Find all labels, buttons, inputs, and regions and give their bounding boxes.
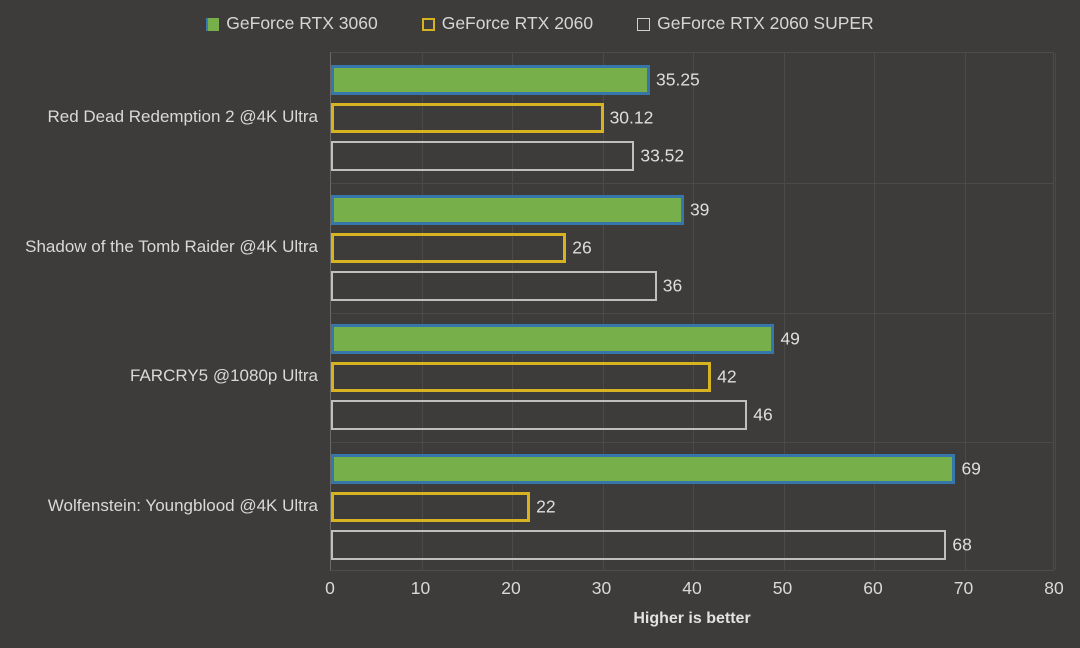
- legend-label: GeForce RTX 2060: [441, 13, 594, 34]
- y-axis-category-label: Red Dead Redemption 2 @4K Ultra: [47, 106, 318, 126]
- x-axis-tick-label: 10: [410, 578, 431, 598]
- bar-3-1[interactable]: [331, 140, 635, 171]
- x-axis-tick-label: 30: [591, 578, 612, 598]
- x-axis-tick-labels: 0 10 20 30 40 50 60 70 80: [325, 578, 1064, 602]
- bar-3-4[interactable]: [331, 530, 947, 561]
- legend-item-rtx-2060-super[interactable]: GeForce RTX 2060 SUPER: [637, 15, 874, 33]
- bar-3-3[interactable]: [331, 400, 748, 431]
- gridline: [512, 53, 513, 570]
- bar-value-label: 26: [572, 236, 592, 257]
- gridline: [693, 53, 694, 570]
- bar-2-2[interactable]: [331, 232, 567, 263]
- bar-2-1[interactable]: [331, 102, 604, 133]
- y-axis-category-label: FARCRY5 @1080p Ultra: [130, 366, 318, 386]
- bar-1-4[interactable]: [331, 454, 956, 485]
- x-axis-tick-label: 80: [1044, 578, 1064, 598]
- gridline: [783, 53, 785, 570]
- x-axis-tick-label: 60: [863, 578, 883, 598]
- bar-value-label: 30.12: [609, 107, 654, 128]
- bar-value-label: 36: [662, 274, 683, 295]
- gridline: [1055, 53, 1056, 570]
- bar-value-label: 46: [753, 404, 773, 425]
- bar-value-label: 22: [536, 496, 556, 517]
- legend-swatch-icon: [421, 17, 435, 31]
- gridline: [421, 53, 423, 570]
- legend-label: GeForce RTX 2060 SUPER: [657, 13, 874, 34]
- legend-item-rtx-3060[interactable]: GeForce RTX 3060: [206, 13, 378, 34]
- x-axis-tick-label: 70: [953, 578, 974, 598]
- legend-item-rtx-2060[interactable]: GeForce RTX 2060: [421, 13, 594, 34]
- bar-1-3[interactable]: [331, 324, 775, 355]
- x-axis-tick-label: 20: [501, 578, 521, 598]
- bar-value-label: 69: [961, 458, 981, 479]
- gridline: [602, 53, 604, 570]
- chart-legend: GeForce RTX 3060 GeForce RTX 2060 GeForc…: [0, 12, 1080, 36]
- bar-value-label: 68: [952, 534, 972, 555]
- y-axis-category-labels: Red Dead Redemption 2 @4K Ultra Shadow of…: [0, 52, 318, 571]
- x-axis-title: Higher is better: [633, 610, 751, 627]
- plot-area: 35.25 30.12 33.52 39 26 36 49 42 46 69 22 68: [330, 52, 1056, 571]
- legend-label: GeForce RTX 3060: [226, 13, 378, 34]
- legend-swatch-icon: [206, 17, 220, 31]
- bar-1-2[interactable]: [331, 194, 684, 225]
- gridline: [874, 53, 875, 570]
- bar-3-2[interactable]: [331, 270, 657, 301]
- gridline: [964, 53, 966, 570]
- x-axis-tick-label: 40: [682, 578, 702, 598]
- legend-swatch-icon: [637, 17, 651, 31]
- bar-2-4[interactable]: [331, 492, 531, 523]
- bar-value-label: 42: [717, 366, 737, 387]
- category-separator: [331, 312, 1053, 314]
- x-axis-tick-label: 50: [772, 578, 793, 598]
- x-axis-tick-label: 0: [325, 578, 335, 598]
- bar-value-label: 39: [689, 198, 710, 219]
- bar-value-label: 49: [780, 328, 800, 349]
- y-axis-category-label: Wolfenstein: Youngblood @4K Ultra: [47, 496, 318, 516]
- bar-2-3[interactable]: [331, 362, 712, 393]
- bar-value-label: 33.52: [640, 145, 685, 166]
- bar-value-label: 35.25: [656, 69, 700, 90]
- bar-1-1[interactable]: [331, 64, 650, 95]
- category-separator: [331, 442, 1053, 444]
- category-separator: [331, 182, 1053, 184]
- y-axis-category-label: Shadow of the Tomb Raider @4K Ultra: [25, 236, 318, 256]
